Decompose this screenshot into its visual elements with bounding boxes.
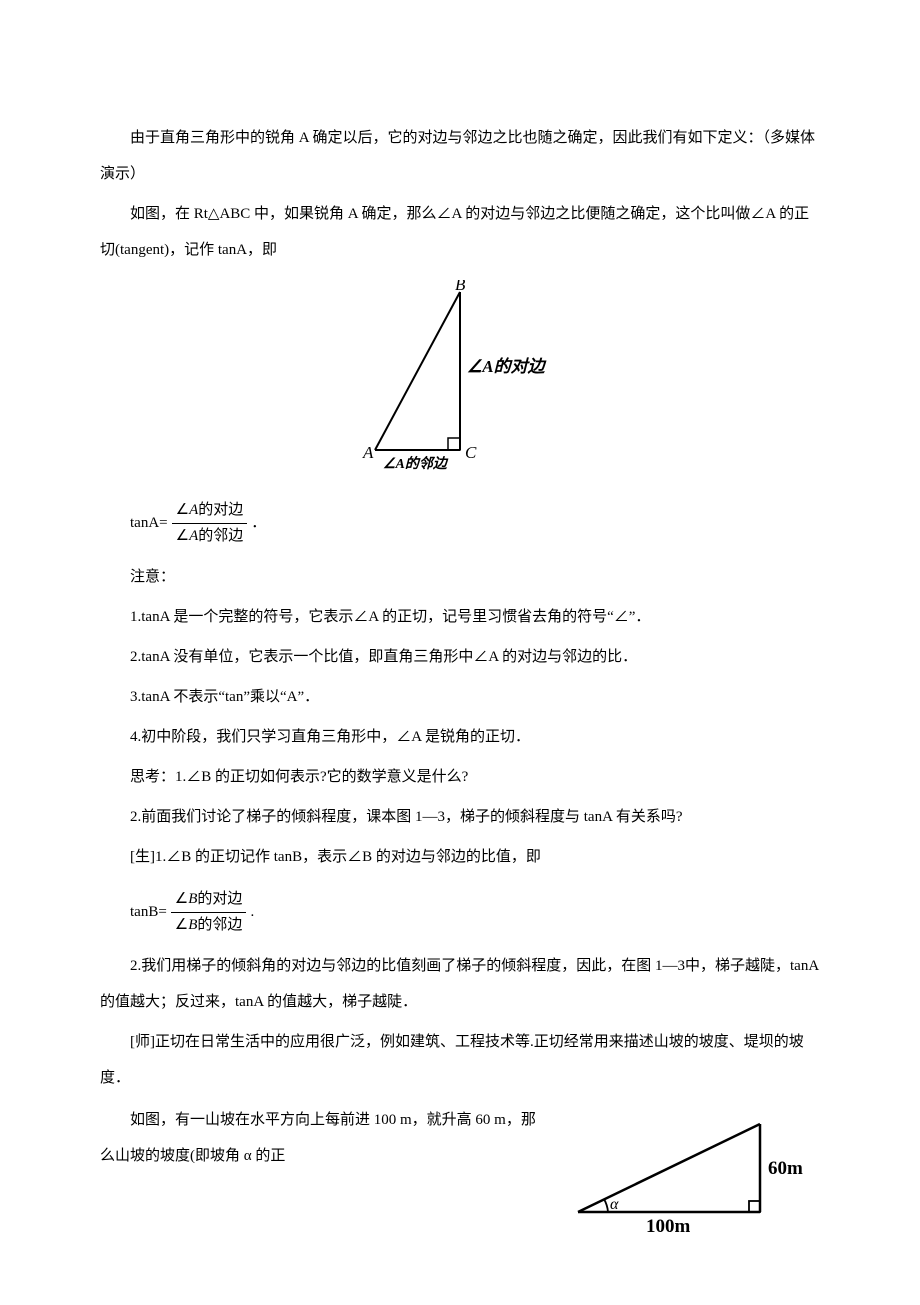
vertex-a: A xyxy=(362,443,374,462)
vertex-c: C xyxy=(465,443,477,462)
slope-svg: α 60m 100m xyxy=(560,1102,820,1232)
right-angle-marker xyxy=(448,438,460,450)
paragraph-definition: 如图，在 Rt△ABC 中，如果锐角 A 确定，那么∠A 的对边与邻边之比便随之… xyxy=(100,196,820,268)
think-2: 2.前面我们讨论了梯子的倾斜程度，课本图 1—3，梯子的倾斜程度与 tanA 有… xyxy=(100,799,820,835)
note-2: 2.tanA 没有单位，它表示一个比值，即直角三角形中∠A 的对边与邻边的比． xyxy=(100,639,820,675)
label-opposite: ∠A的对边 xyxy=(467,357,547,376)
formula-lhs: tanB= xyxy=(130,902,167,923)
num-prefix: ∠ xyxy=(175,891,188,907)
triangle-figure-1: A B C ∠A的对边 ∠A的邻边 xyxy=(100,280,820,470)
angle-alpha: α xyxy=(610,1196,619,1213)
den-var: A xyxy=(189,528,198,544)
den-prefix: ∠ xyxy=(176,528,189,544)
formula-tail: . xyxy=(250,902,254,923)
fraction-numerator: ∠B的对边 xyxy=(171,889,247,913)
right-angle-marker xyxy=(749,1201,760,1212)
paragraph-intro: 由于直角三角形中的锐角 A 确定以后，它的对边与邻边之比也随之确定，因此我们有如… xyxy=(100,120,820,192)
formula-lhs: tanA= xyxy=(130,513,168,534)
fraction: ∠A的对边 ∠A的邻边 xyxy=(172,500,248,547)
vertex-b: B xyxy=(455,280,466,294)
den-prefix: ∠ xyxy=(175,917,188,933)
slope-hypotenuse xyxy=(578,1124,760,1212)
teacher-1: [师]正切在日常生活中的应用很广泛，例如建筑、工程技术等.正切经常用来描述山坡的… xyxy=(100,1024,820,1096)
den-suffix: 的邻边 xyxy=(197,917,242,933)
note-4: 4.初中阶段，我们只学习直角三角形中，∠A 是锐角的正切． xyxy=(100,719,820,755)
student-1: [生]1.∠B 的正切记作 tanB，表示∠B 的对边与邻边的比值，即 xyxy=(100,839,820,875)
side-ab xyxy=(375,292,460,450)
student-2: 2.我们用梯子的倾斜角的对边与邻边的比值刻画了梯子的倾斜程度，因此，在图 1—3… xyxy=(100,948,820,1020)
note-heading: 注意： xyxy=(100,559,820,595)
num-prefix: ∠ xyxy=(176,502,189,518)
num-suffix: 的对边 xyxy=(198,502,243,518)
formula-tail: ． xyxy=(251,513,266,534)
label-60m: 60m xyxy=(768,1158,803,1179)
angle-arc xyxy=(604,1199,608,1212)
label-adjacent: ∠A的邻边 xyxy=(383,455,449,470)
think-1: 思考：1.∠B 的正切如何表示?它的数学意义是什么? xyxy=(100,759,820,795)
triangle-svg: A B C ∠A的对边 ∠A的邻边 xyxy=(345,280,575,470)
fraction-numerator: ∠A的对边 xyxy=(172,500,248,524)
label-100m: 100m xyxy=(646,1216,691,1232)
formula-tan-b: tanB= ∠B的对边 ∠B的邻边 . xyxy=(130,889,254,936)
slope-block: α 60m 100m 如图，有一山坡在水平方向上每前进 100 m，就升高 60… xyxy=(100,1102,820,1245)
num-var: A xyxy=(189,502,198,518)
fraction-denominator: ∠B的邻边 xyxy=(171,913,247,936)
formula-tan-a: tanA= ∠A的对边 ∠A的邻边 ． xyxy=(130,500,266,547)
note-3: 3.tanA 不表示“tan”乘以“A”． xyxy=(100,679,820,715)
fraction-denominator: ∠A的邻边 xyxy=(172,524,248,547)
slope-figure: α 60m 100m xyxy=(560,1102,820,1237)
fraction: ∠B的对边 ∠B的邻边 xyxy=(171,889,247,936)
den-suffix: 的邻边 xyxy=(198,528,243,544)
num-suffix: 的对边 xyxy=(197,891,242,907)
note-1: 1.tanA 是一个完整的符号，它表示∠A 的正切，记号里习惯省去角的符号“∠”… xyxy=(100,599,820,635)
